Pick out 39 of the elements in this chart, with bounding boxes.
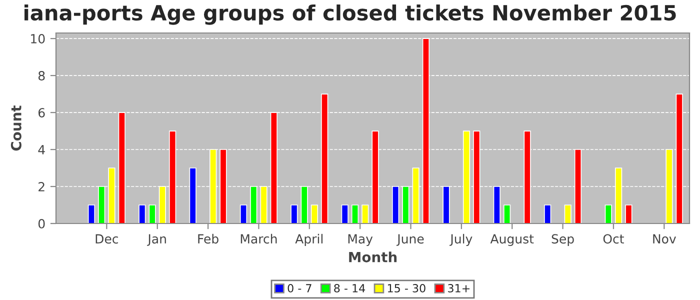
legend-label: 8 - 14 <box>334 284 366 292</box>
bar <box>148 204 156 224</box>
y-tick-label: 2 <box>38 182 44 192</box>
bar <box>564 204 572 224</box>
bar <box>240 204 248 224</box>
bar <box>625 204 632 224</box>
x-tick-label: Jan <box>147 234 166 246</box>
x-tick-label: Sep <box>552 234 574 246</box>
x-tick-label: July <box>450 234 472 246</box>
bar <box>604 204 612 224</box>
bar <box>290 204 298 224</box>
bar <box>351 204 359 224</box>
x-tick-label: June <box>396 234 424 246</box>
x-tick-label: May <box>348 234 373 246</box>
y-tick-label: 6 <box>38 108 45 118</box>
legend-label: 0 - 7 <box>288 284 312 292</box>
x-tick-label: Oct <box>603 234 624 244</box>
legend-label: 15 - 30 <box>388 284 426 292</box>
bar <box>544 204 552 224</box>
y-axis-title: Count <box>10 105 22 151</box>
x-tick-label: Feb <box>198 234 218 244</box>
legend-label: 31+ <box>448 284 470 292</box>
y-tick-label: 0 <box>38 218 45 228</box>
bar <box>310 204 318 224</box>
bar <box>503 204 511 224</box>
chart-title: iana-ports Age groups of closed tickets November 2015 <box>24 4 676 25</box>
bar <box>138 204 146 224</box>
y-tick-label: 4 <box>38 145 45 154</box>
x-axis-title: Month <box>349 252 397 262</box>
y-tick-label: 8 <box>38 71 45 80</box>
bar <box>341 204 348 224</box>
x-tick-label: August <box>490 234 534 246</box>
x-tick-label: April <box>295 234 323 246</box>
y-tick-label: 10 <box>31 34 45 44</box>
bar <box>362 204 369 224</box>
x-tick-label: Nov <box>653 234 676 244</box>
x-tick-label: Dec <box>96 234 118 244</box>
bar <box>88 204 96 224</box>
x-tick-label: March <box>240 234 277 244</box>
